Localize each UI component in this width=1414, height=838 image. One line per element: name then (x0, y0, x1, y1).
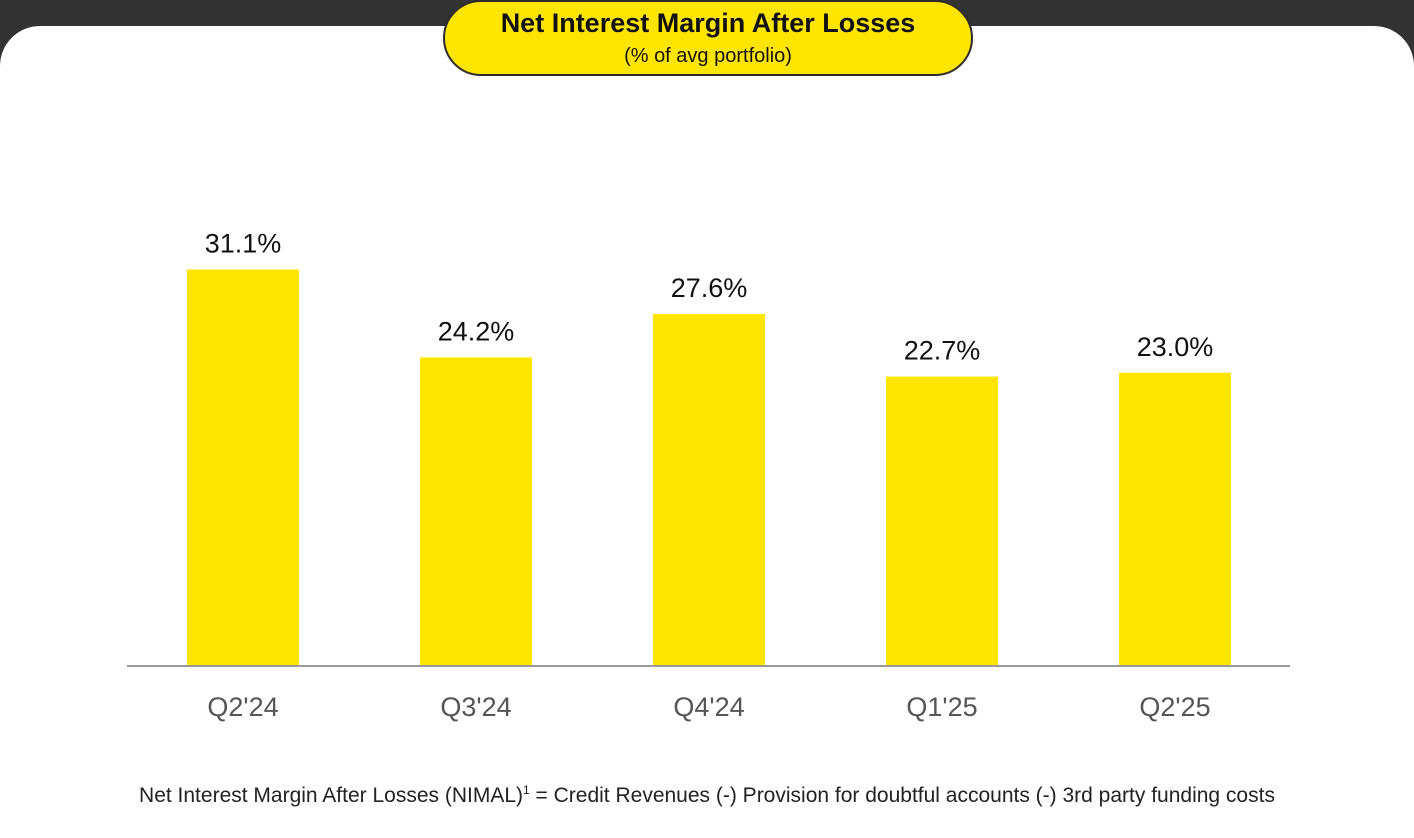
footnote-definition: = Credit Revenues (-) Provision for doub… (529, 784, 1275, 807)
footnote: Net Interest Margin After Losses (NIMAL)… (0, 783, 1414, 808)
category-label: Q1'25 (906, 692, 977, 722)
bar-4 (886, 376, 998, 666)
footnote-marker: 1 (523, 783, 530, 797)
footnote-term: Net Interest Margin After Losses (NIMAL) (139, 784, 523, 807)
bars (187, 269, 1231, 666)
bar-value-label: 22.7% (904, 336, 981, 366)
bar-2 (420, 357, 532, 666)
labels: 31.1% Q2'24 24.2% Q3'24 27.6% Q4'24 22.7% Q1'25… (205, 228, 1214, 722)
bar-value-label: 31.1% (205, 228, 282, 258)
chart-title-badge: Net Interest Margin After Losses (% of a… (443, 0, 973, 76)
bar-value-label: 27.6% (671, 273, 748, 303)
bar-1 (187, 269, 299, 666)
bar-3 (653, 314, 765, 666)
category-label: Q4'24 (673, 692, 744, 722)
bar-value-label: 23.0% (1137, 332, 1214, 362)
bar-value-label: 24.2% (438, 316, 515, 346)
category-label: Q2'24 (207, 692, 278, 722)
chart-subtitle: (% of avg portfolio) (624, 45, 792, 67)
chart-title: Net Interest Margin After Losses (500, 8, 916, 38)
category-label: Q2'25 (1139, 692, 1210, 722)
category-label: Q3'24 (440, 692, 511, 722)
bar-5 (1119, 372, 1231, 666)
